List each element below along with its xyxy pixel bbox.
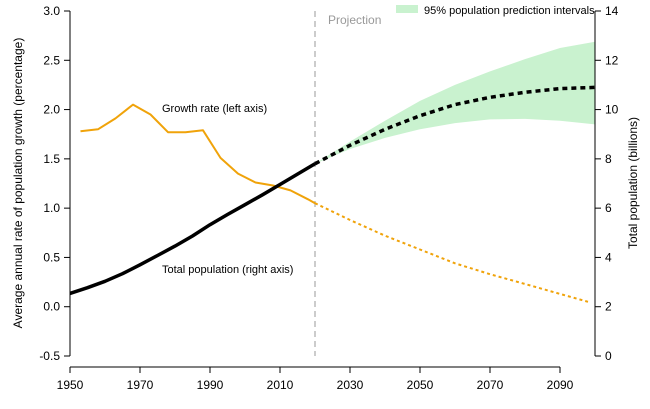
y-axis-left-title: Average annual rate of population growth… xyxy=(11,38,25,329)
population-observed-line xyxy=(69,162,316,296)
x-tick-label: 2050 xyxy=(407,378,434,392)
y-right-tick-label: 2 xyxy=(605,300,612,314)
growth-rate-annotation: Growth rate (left axis) xyxy=(162,103,267,115)
population-annotation: Total population (right axis) xyxy=(162,264,293,276)
y-axis-right-title: Total population (billions) xyxy=(626,117,640,249)
x-tick-label: 1950 xyxy=(57,378,84,392)
y-left-tick-label: 1.0 xyxy=(43,201,60,215)
y-right-tick-label: 12 xyxy=(605,53,619,67)
y-left-tick-label: 2.0 xyxy=(43,103,60,117)
growth-rate-projected-line xyxy=(314,202,589,303)
y-right-tick-label: 0 xyxy=(605,349,612,363)
x-tick-label: 2010 xyxy=(267,378,294,392)
prediction-interval-layer xyxy=(315,41,595,164)
y-right-tick-label: 10 xyxy=(605,103,619,117)
projection-label: Projection xyxy=(328,13,381,27)
y-left-tick-label: 1.5 xyxy=(43,152,60,166)
x-tick-label: 2090 xyxy=(547,378,574,392)
x-tick-label: 1970 xyxy=(127,378,154,392)
y-right-tick-label: 4 xyxy=(605,250,612,264)
series-lines-layer xyxy=(69,11,596,356)
legend-swatch xyxy=(396,5,418,13)
prediction-interval-band xyxy=(315,41,595,164)
y-right-tick-label: 14 xyxy=(605,4,619,18)
y-left-tick-label: 0.5 xyxy=(43,250,60,264)
axes-layer: 1950 1970 1990 2010 2030 2050 2070 2090-0.50.00… xyxy=(39,4,618,392)
x-tick-label: 1990 xyxy=(197,378,224,392)
y-left-tick-label: -0.5 xyxy=(39,349,60,363)
legend-label: 95% population prediction intervals xyxy=(424,5,595,17)
y-right-tick-label: 6 xyxy=(605,201,612,215)
population-projected-line xyxy=(314,85,596,166)
x-tick-label: 2070 xyxy=(477,378,504,392)
y-left-tick-label: 2.5 xyxy=(43,53,60,67)
y-left-tick-label: 0.0 xyxy=(43,300,60,314)
y-right-tick-label: 8 xyxy=(605,152,612,166)
growth-rate-observed-line xyxy=(80,103,316,205)
y-left-tick-label: 3.0 xyxy=(43,4,60,18)
x-tick-label: 2030 xyxy=(337,378,364,392)
